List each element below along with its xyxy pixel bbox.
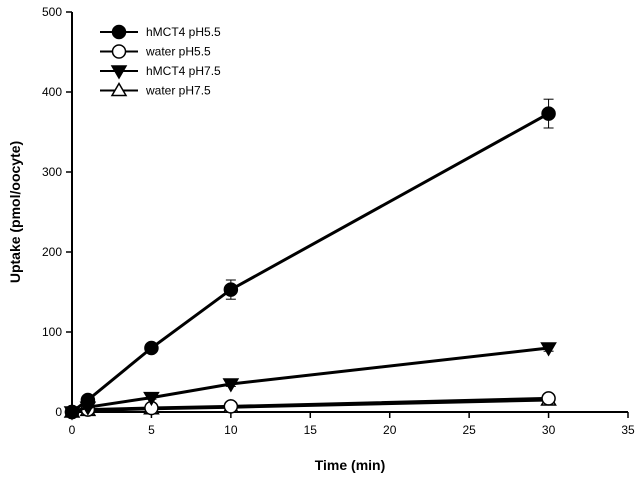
legend-entry: hMCT4 pH5.5 — [100, 24, 221, 40]
y-tick-label: 400 — [42, 85, 62, 99]
data-point — [223, 282, 239, 297]
data-point — [64, 404, 80, 420]
plot-area — [63, 98, 557, 421]
data-point — [540, 342, 557, 357]
data-point — [541, 391, 556, 406]
y-tick-label: 200 — [42, 245, 62, 259]
data-point — [223, 399, 239, 414]
legend-marker — [111, 44, 127, 59]
y-tick-label: 0 — [55, 405, 62, 419]
legend-marker — [110, 82, 128, 97]
legend-entry: water pH7.5 — [100, 82, 211, 98]
data-point — [222, 378, 240, 393]
y-tick-label: 500 — [42, 5, 62, 19]
y-axis-title: Uptake (pmol/oocyte) — [7, 141, 23, 283]
data-point — [143, 391, 160, 407]
legend-entry: water pH5.5 — [100, 44, 211, 59]
data-point — [541, 106, 556, 121]
x-tick-label: 5 — [148, 423, 155, 437]
legend-label: water pH5.5 — [145, 45, 211, 59]
legend-label: hMCT4 pH7.5 — [146, 64, 221, 78]
x-tick-label: 15 — [304, 423, 318, 437]
series-line — [71, 112, 550, 414]
x-tick-label: 35 — [621, 423, 635, 437]
legend-label: hMCT4 pH5.5 — [146, 25, 221, 39]
series-hmct4-ph7-5 — [63, 342, 557, 421]
legend: hMCT4 pH5.5 water pH5.5 hMCT4 pH7.5 water p… — [100, 24, 221, 98]
x-tick-label: 0 — [69, 423, 76, 437]
legend-label: water pH7.5 — [145, 84, 211, 98]
series-line — [71, 398, 549, 414]
data-point — [80, 392, 96, 408]
series-hmct4-ph5-5 — [64, 98, 556, 420]
y-tick-label: 100 — [42, 325, 62, 339]
legend-entry: hMCT4 pH7.5 — [100, 64, 221, 80]
x-tick-label: 10 — [224, 423, 238, 437]
x-tick-label: 20 — [383, 423, 397, 437]
legend-marker — [110, 65, 128, 80]
data-point — [144, 340, 159, 356]
legend-marker — [111, 24, 127, 40]
axes: 0 5 10 15 20 25 30 35 0 100 200 300 400 500 — [42, 5, 635, 437]
x-axis-title: Time (min) — [315, 457, 386, 473]
x-tick-label: 25 — [462, 423, 476, 437]
y-tick-label: 300 — [42, 165, 62, 179]
x-tick-label: 30 — [542, 423, 556, 437]
